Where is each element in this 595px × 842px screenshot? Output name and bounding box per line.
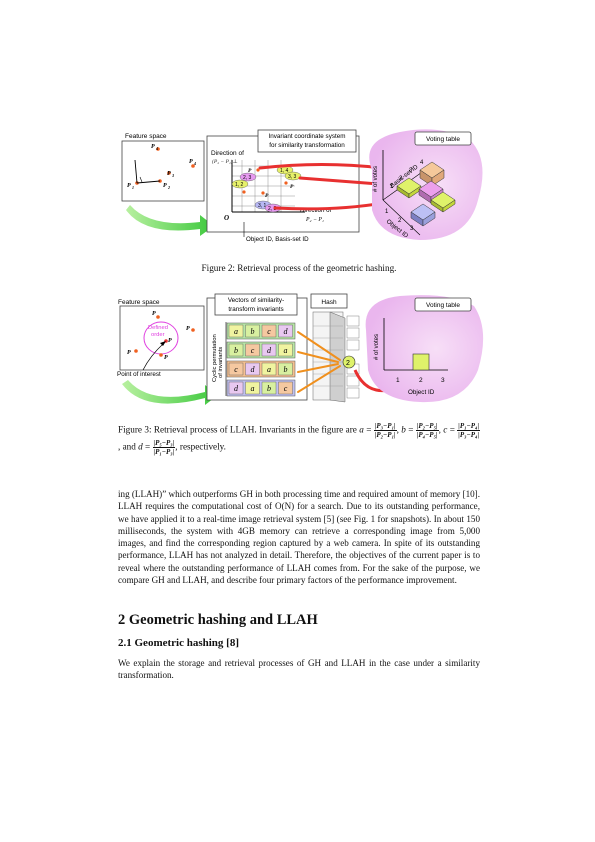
svg-text:P: P bbox=[248, 168, 252, 174]
svg-text:P: P bbox=[290, 184, 294, 190]
section-2-1-heading: 2.1 Geometric hashing [8] bbox=[118, 637, 239, 649]
svg-text:4: 4 bbox=[155, 146, 158, 151]
fig2-cell-4: 3, 1 bbox=[258, 203, 267, 209]
fig2-feature-space-label: Feature space bbox=[125, 133, 167, 140]
svg-text:P: P bbox=[189, 159, 193, 165]
fig2-cell-1: 2, 3 bbox=[243, 175, 252, 181]
section-2-heading: 2 Geometric hashing and LLAH bbox=[118, 612, 318, 628]
fig2-invariant-l2: for similarity transformation bbox=[269, 142, 345, 149]
fig2-votes-axis: # of votes bbox=[373, 166, 379, 192]
svg-text:1: 1 bbox=[132, 185, 134, 190]
body-paragraph-1: ing (LLAH)” which outperforms GH in both… bbox=[118, 489, 480, 586]
svg-text:P: P bbox=[163, 183, 167, 189]
fig2-direction-of-2: Direction of bbox=[300, 207, 332, 214]
fig2-perp: (P₂ − P₁)⊥ bbox=[212, 158, 238, 165]
svg-text:P: P bbox=[127, 183, 131, 189]
svg-text:2: 2 bbox=[167, 185, 170, 190]
svg-text:P: P bbox=[265, 193, 269, 199]
fig2-object-basis: Object ID, Basis-set ID bbox=[246, 236, 309, 243]
fig2-basis-tick-1: 1 bbox=[390, 184, 394, 190]
fig2-basis-tick-2: 2 bbox=[399, 176, 403, 182]
body-paragraph-2: We explain the storage and retrieval pro… bbox=[118, 658, 480, 681]
fig2-cell-5: 2, 3 bbox=[268, 206, 277, 212]
svg-text:P: P bbox=[167, 171, 171, 177]
fig2-object-tick-3: 3 bbox=[410, 226, 414, 232]
fig2-direction-vec: P₂ − P₁ bbox=[305, 217, 324, 223]
fig2-invariant-l1: Invariant coordinate system bbox=[269, 133, 346, 140]
fig2-voting-table: Voting table bbox=[426, 136, 460, 143]
fig2-basis-tick-3: 3 bbox=[409, 168, 413, 174]
fig3-caption: Figure 3: Retrieval process of LLAH. Inv… bbox=[118, 422, 481, 456]
fig2-cell-0: 1, 2 bbox=[235, 182, 244, 188]
fig2-caption: Figure 2: Retrieval process of the geome… bbox=[201, 263, 397, 273]
fig2-direction-of: Direction of bbox=[211, 150, 244, 157]
fig2-origin: O bbox=[224, 214, 229, 222]
fig2-basis-tick-4: 4 bbox=[420, 160, 424, 166]
fig2-cell-3: 3, 3 bbox=[288, 174, 297, 180]
fig3-caption-text: Figure 3: Retrieval process of LLAH. Inv… bbox=[118, 424, 357, 435]
fig2-object-tick-1: 1 bbox=[385, 209, 389, 215]
fig2-p4: P bbox=[151, 144, 155, 150]
fig2-object-tick-2: 2 bbox=[398, 218, 402, 224]
fig2-cell-2: 1, 4 bbox=[280, 168, 289, 174]
svg-text:4: 4 bbox=[193, 161, 196, 166]
svg-text:3: 3 bbox=[171, 173, 174, 178]
fig3-caption-end: , respectively. bbox=[175, 441, 226, 452]
